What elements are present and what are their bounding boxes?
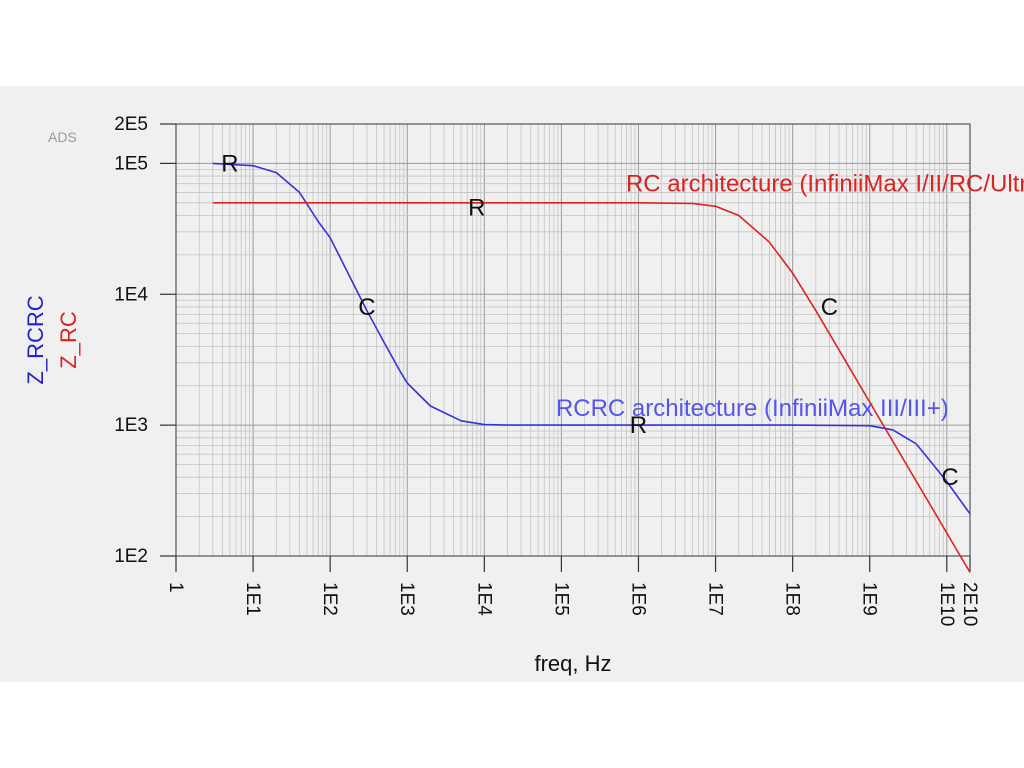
chart-panel: 1E2 1E3 1E4 1E5 2E5 1 1E1 1E2 1E3 1E4 1E5 1E6 1E7 1E8… — [0, 86, 1024, 682]
annotations: RC architecture (InfiniiMax I/II/RC/Ultr… — [221, 150, 1024, 491]
x-tick-label: 1E5 — [550, 582, 571, 616]
y-axis-title-rcrc: Z_RCRC — [23, 295, 48, 384]
y-tick-label: 1E2 — [114, 546, 148, 567]
series-line-z-rcrc — [212, 162, 971, 515]
x-tick-label: 1E6 — [627, 582, 648, 616]
x-tick-label: 1E2 — [319, 582, 340, 616]
y-tick-label: 1E3 — [114, 415, 148, 436]
x-tick-label: 1E10 — [936, 582, 957, 626]
x-tick-label: 1E8 — [782, 582, 803, 616]
plot-frame — [175, 123, 971, 557]
region-label: R — [630, 412, 647, 439]
region-label: R — [221, 150, 238, 177]
ticks: 1E2 1E3 1E4 1E5 2E5 1 1E1 1E2 1E3 1E4 1E5 1E6 1E7 1E8… — [114, 114, 980, 626]
watermark: ADS — [48, 129, 77, 145]
curve-label: RCRC architecture (InfiniiMax III/III+) — [556, 395, 949, 422]
series-line-z-rc — [212, 202, 971, 573]
x-tick-label: 1 — [165, 582, 186, 593]
y-axis-title-rc: Z_RC — [56, 311, 81, 369]
x-tick-label: 1E4 — [473, 582, 494, 616]
series — [212, 162, 971, 573]
impedance-chart: 1E2 1E3 1E4 1E5 2E5 1 1E1 1E2 1E3 1E4 1E5 1E6 1E7 1E8… — [23, 114, 1024, 676]
region-label: R — [468, 195, 485, 222]
curve-label: RC architecture (InfiniiMax I/II/RC/Ultr… — [626, 171, 1024, 198]
region-label: C — [821, 294, 838, 321]
y-tick-label: 1E4 — [114, 284, 148, 305]
grid — [175, 123, 971, 557]
x-tick-label: 1E9 — [859, 582, 880, 616]
x-tick-label: 1E3 — [396, 582, 417, 616]
x-tick-label: 1E7 — [705, 582, 726, 616]
y-tick-label: 2E5 — [114, 114, 148, 135]
region-label: C — [358, 294, 375, 321]
y-tick-label: 1E5 — [114, 153, 148, 174]
x-tick-label: 1E1 — [242, 582, 263, 616]
x-tick-label: 2E10 — [959, 582, 980, 626]
x-axis-title: freq, Hz — [534, 651, 611, 676]
region-label: C — [941, 464, 958, 491]
